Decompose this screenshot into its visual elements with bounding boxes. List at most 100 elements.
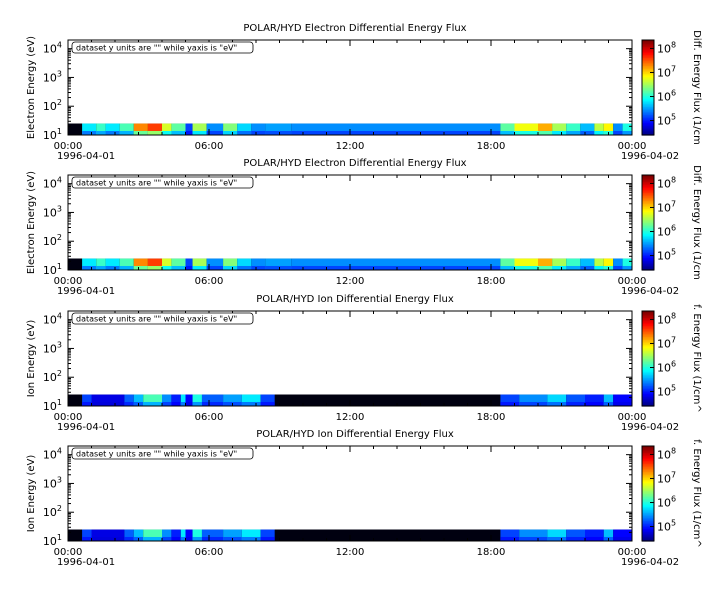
colorbar-cell xyxy=(642,517,654,520)
colorbar-label: Diff. Energy Flux (1/cm xyxy=(691,30,702,145)
y-tick-label-exponent: 1 xyxy=(57,262,62,271)
colorbar-cell xyxy=(642,82,654,85)
colorbar-cell xyxy=(642,361,654,364)
spectrogram-cell xyxy=(500,394,520,406)
y-tick-label-exponent: 4 xyxy=(57,176,62,185)
spectrogram-cell-low xyxy=(143,401,162,406)
spectrogram-cell xyxy=(82,394,92,406)
spectrogram-cell-low xyxy=(594,130,604,135)
colorbar-cell xyxy=(642,190,654,194)
colorbar-tick-label-exponent: 7 xyxy=(671,199,676,208)
colorbar-cell xyxy=(642,189,654,192)
colorbar-cell xyxy=(642,366,654,369)
colorbar-frame xyxy=(641,445,655,542)
colorbar-cell xyxy=(642,187,654,190)
spectrogram-cell xyxy=(223,258,238,270)
colorbar-cell xyxy=(642,220,654,224)
colorbar-cell xyxy=(642,87,654,90)
colorbar-cell xyxy=(642,328,654,331)
colorbar-cell xyxy=(642,227,654,230)
spectrogram-cell-low xyxy=(566,536,585,541)
x-tick-label: 12:00 xyxy=(336,547,365,558)
colorbar-cell xyxy=(642,311,654,314)
colorbar-cell xyxy=(642,254,654,257)
colorbar-tick-label: 108 xyxy=(657,446,676,461)
colorbar-cell xyxy=(642,465,654,468)
colorbar-cell xyxy=(642,236,654,239)
colorbar-cell xyxy=(642,447,654,450)
spectrogram-cell-low xyxy=(192,401,202,406)
colorbar-cell xyxy=(642,466,654,469)
colorbar-cell xyxy=(642,211,654,214)
x-tick-label: 12:00 xyxy=(336,141,365,152)
spectrogram-cell xyxy=(538,258,553,270)
units-annotation-text: dataset y units are "" while yaxis is "e… xyxy=(76,450,237,459)
colorbar-cell xyxy=(642,208,654,211)
spectrogram-cell xyxy=(265,123,292,135)
colorbar-cell xyxy=(642,487,654,490)
spectrogram-cell-low xyxy=(192,265,207,270)
spectrogram-cell-low xyxy=(185,536,193,541)
spectrogram-cell xyxy=(552,258,567,270)
colorbar-cell xyxy=(642,326,654,330)
y-tick-label-base: 10 xyxy=(43,206,57,219)
colorbar-cell xyxy=(642,383,654,387)
colorbar-cell xyxy=(642,84,654,87)
colorbar-tick-label: 107 xyxy=(657,64,676,79)
colorbar-cell xyxy=(642,317,654,320)
colorbar-cell xyxy=(642,40,654,43)
x-tick-label: 06:00 xyxy=(195,141,224,152)
x-tick-label: 00:00 xyxy=(54,412,83,423)
y-axis-label: Ion Energy (eV) xyxy=(26,320,37,398)
spectrogram-cell xyxy=(603,529,614,541)
colorbar-cell xyxy=(642,491,654,495)
spectrogram-cell-low xyxy=(180,401,186,406)
colorbar-cell xyxy=(642,388,654,391)
x-tick-date: 1996-04-02 xyxy=(621,557,679,568)
colorbar-cell xyxy=(642,534,654,537)
spectrogram-cell-low xyxy=(251,265,266,270)
colorbar-tick-label-exponent: 7 xyxy=(671,470,676,479)
x-tick-date: 1996-04-02 xyxy=(621,422,679,433)
colorbar-cell xyxy=(642,379,654,382)
y-axis-label: Electron Energy (eV) xyxy=(26,171,37,274)
units-annotation-box xyxy=(71,41,254,54)
colorbar-cell xyxy=(642,460,654,463)
spectrogram-cell xyxy=(622,123,632,135)
colorbar-cell xyxy=(642,247,654,251)
spectrogram-cell-low xyxy=(241,536,261,541)
spectrogram-cell-low xyxy=(594,265,604,270)
spectrogram-cell xyxy=(171,394,181,406)
spectrogram-cell-low xyxy=(547,401,567,406)
spectrogram-cell-low xyxy=(566,401,585,406)
colorbar-cell xyxy=(642,396,654,399)
y-tick-label: 103 xyxy=(43,204,62,219)
spectrogram-cell-low xyxy=(260,536,275,541)
colorbar-cell xyxy=(642,453,654,457)
colorbar-cell xyxy=(642,325,654,328)
plot-area xyxy=(68,311,632,406)
colorbar-cell xyxy=(642,200,654,203)
spectrogram-cell-low xyxy=(613,130,623,135)
colorbar-cell xyxy=(642,252,654,255)
spectrogram-cell xyxy=(251,258,266,270)
spectrogram-cell-low xyxy=(133,130,148,135)
spectrogram-cell xyxy=(68,529,83,541)
spectrogram-cell xyxy=(91,394,125,406)
y-tick-label: 101 xyxy=(43,262,62,277)
spectrogram-cell-low xyxy=(96,265,106,270)
y-tick-label: 104 xyxy=(43,447,62,462)
spectrogram-cell xyxy=(192,123,207,135)
spectrogram-cell-low xyxy=(201,401,224,406)
colorbar-tick-label-exponent: 6 xyxy=(671,495,676,504)
colorbar-tick-label: 108 xyxy=(657,311,676,326)
colorbar-cell xyxy=(642,93,654,97)
x-tick-label: 06:00 xyxy=(195,547,224,558)
y-tick-label-base: 10 xyxy=(43,235,57,248)
colorbar-tick-label-exponent: 5 xyxy=(671,384,676,393)
colorbar-cell xyxy=(642,81,654,84)
colorbar-tick-label: 107 xyxy=(657,470,676,485)
colorbar-cell xyxy=(642,213,654,216)
x-tick-date: 1996-04-01 xyxy=(57,422,115,433)
colorbar-cell xyxy=(642,349,654,352)
